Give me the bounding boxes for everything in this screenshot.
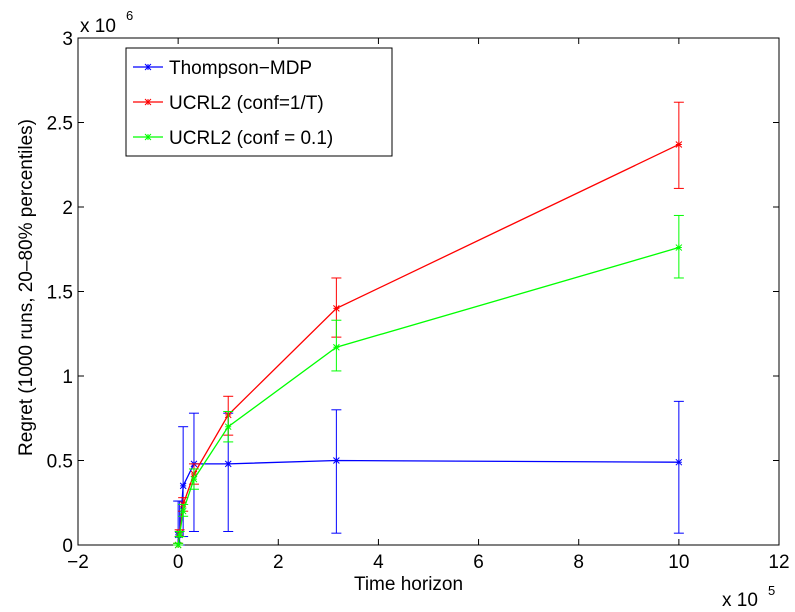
y-tick-label: 0 xyxy=(62,536,73,557)
legend-entry-label: Thompson−MDP xyxy=(169,58,312,79)
x-multiplier-exponent: 5 xyxy=(768,583,775,598)
y-axis-label: Regret (1000 runs, 20–80% percentiles) xyxy=(16,119,37,456)
y-tick-label: 3 xyxy=(62,29,73,50)
x-tick-label: 2 xyxy=(273,552,284,573)
data-point-marker xyxy=(675,141,683,148)
x-tick-label: 0 xyxy=(173,552,184,573)
x-tick-label: 4 xyxy=(373,552,384,573)
y-multiplier-exponent: 6 xyxy=(126,8,133,23)
x-axis-label: Time horizon xyxy=(354,574,463,595)
legend-entry-label: UCRL2 (conf = 0.1) xyxy=(169,128,333,149)
data-point-marker xyxy=(224,423,232,431)
legend-swatch-marker xyxy=(144,63,152,71)
x-multiplier-label: x 10 xyxy=(722,590,758,611)
y-tick-label: 0.5 xyxy=(47,452,73,473)
data-point-marker xyxy=(190,475,198,483)
data-point-marker xyxy=(675,244,683,251)
data-point-marker xyxy=(174,541,182,549)
y-tick-label: 1 xyxy=(62,367,73,388)
y-multiplier-label: x 10 xyxy=(80,16,116,37)
data-point-marker xyxy=(224,460,232,468)
x-tick-label: 6 xyxy=(473,552,484,573)
data-point-marker xyxy=(333,343,340,351)
data-point-marker xyxy=(333,457,340,464)
legend-box xyxy=(125,47,393,157)
x-tick-label: 12 xyxy=(768,552,789,573)
y-tick-label: 1.5 xyxy=(47,283,73,304)
data-point-marker xyxy=(179,482,187,490)
series-group-2 xyxy=(173,214,684,549)
data-point-marker xyxy=(179,507,187,515)
data-point-marker xyxy=(176,531,183,539)
x-tick-label: 8 xyxy=(573,552,584,573)
x-tick-label: −2 xyxy=(67,552,89,573)
legend-entry-label: UCRL2 (conf=1/T) xyxy=(169,93,324,114)
legend-swatch-marker xyxy=(144,133,152,141)
data-point-marker xyxy=(333,305,340,312)
y-tick-label: 2 xyxy=(62,198,73,219)
legend-swatch-marker xyxy=(144,98,152,106)
data-point-marker xyxy=(675,458,683,466)
y-tick-label: 2.5 xyxy=(47,114,73,135)
x-tick-label: 10 xyxy=(668,552,689,573)
